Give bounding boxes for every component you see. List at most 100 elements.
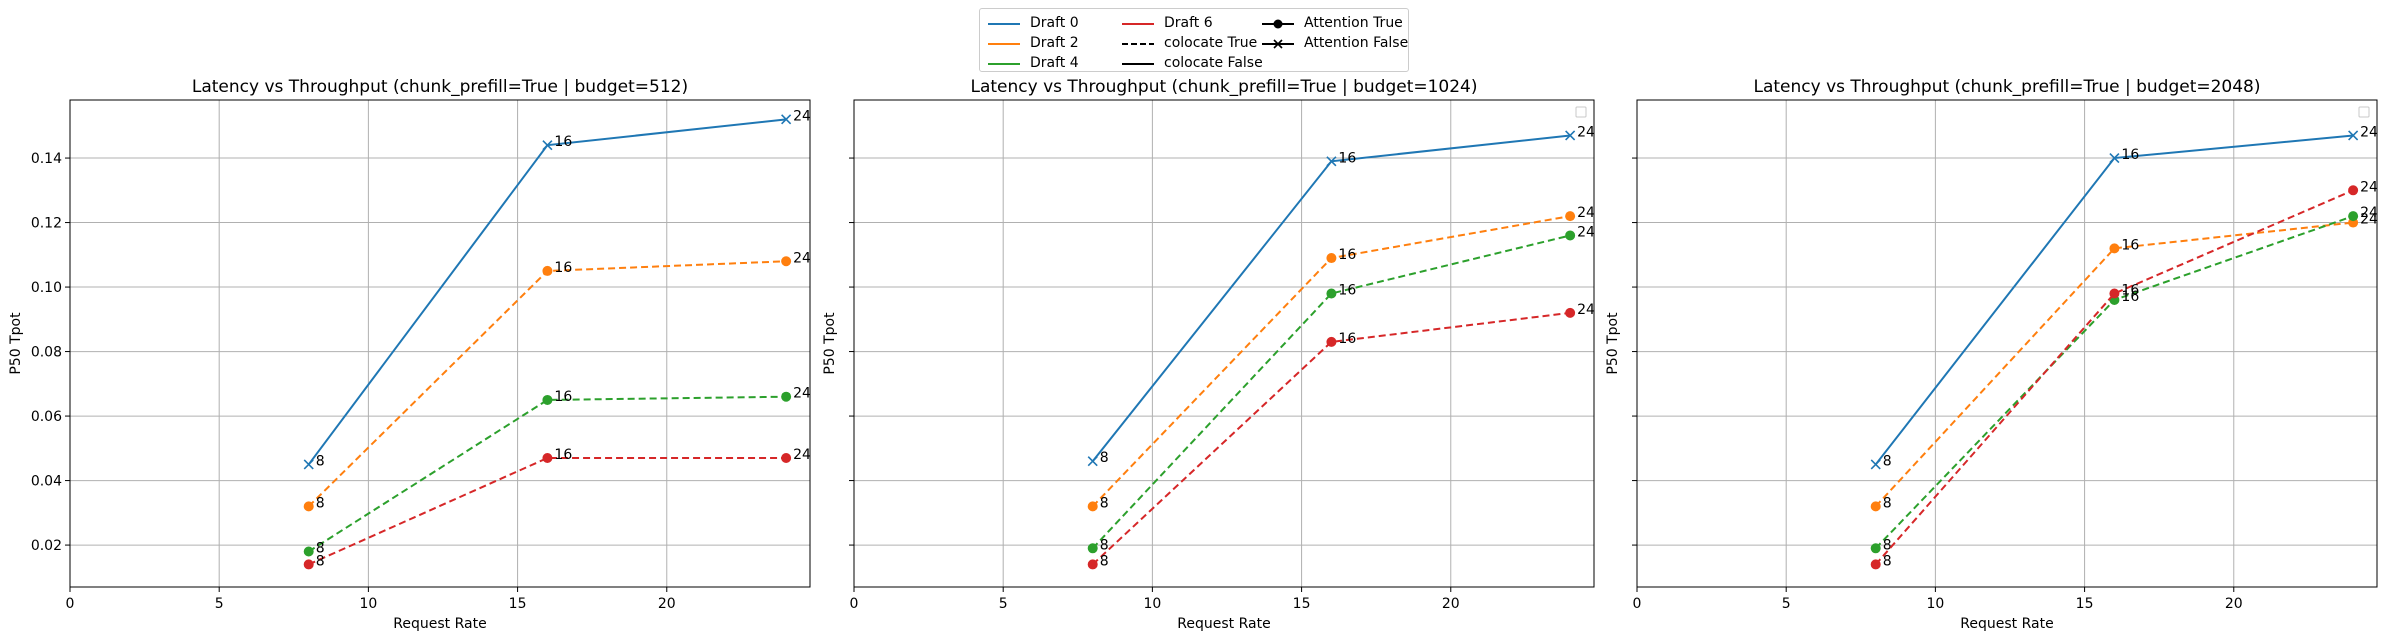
- x-tick-label: 10: [359, 596, 377, 612]
- data-point: [2348, 130, 2359, 141]
- data-label: 8: [316, 495, 325, 511]
- x-axis-label: Request Rate: [1177, 616, 1270, 632]
- x-tick-label: 5: [215, 596, 224, 612]
- series-draft-4: 8 16 24: [1087, 224, 1595, 554]
- data-label: 24: [793, 108, 811, 124]
- data-point: [303, 459, 314, 470]
- data-point: [1565, 307, 1576, 318]
- series-line: [308, 456, 787, 566]
- data-label: 8: [316, 553, 325, 569]
- data-label: 24: [793, 447, 811, 463]
- legend-swatch-draft-6: [1122, 23, 1154, 25]
- data-label: 16: [1338, 283, 1356, 299]
- axes-frame: [853, 99, 1595, 588]
- data-point: [2109, 288, 2120, 299]
- series-draft-6: 8 16 24: [1870, 179, 2378, 570]
- data-label: 8: [1100, 495, 1109, 511]
- data-label: 8: [1883, 537, 1892, 553]
- data-label: 8: [316, 541, 325, 557]
- legend-swatch-colocate-true: [1122, 43, 1154, 45]
- y-tick-label: 0.08: [31, 345, 62, 361]
- series-draft-4: 8 16 24: [1870, 205, 2378, 554]
- subplot-title: Latency vs Throughput (chunk_prefill=Tru…: [192, 77, 688, 97]
- data-label: 24: [793, 250, 811, 266]
- subplot-title: Latency vs Throughput (chunk_prefill=Tru…: [970, 77, 1477, 97]
- y-axis-label: P50 Tpot: [1605, 312, 1621, 375]
- series-line: [1874, 189, 2354, 566]
- data-label: 8: [1883, 453, 1892, 469]
- x-tick-label: 15: [509, 596, 527, 612]
- x-tick-label: 15: [1293, 596, 1311, 612]
- series-draft-0: 8 16 24: [303, 108, 811, 470]
- series-line: [1092, 311, 1571, 566]
- data-label: 16: [2121, 283, 2139, 299]
- legend-label: colocate False: [1164, 55, 1263, 71]
- series-draft-4: 8 16 24: [303, 386, 811, 557]
- y-tick-label: 0.14: [31, 151, 62, 167]
- data-point: [1870, 501, 1881, 512]
- x-tick-label: 10: [1143, 596, 1161, 612]
- data-point: [303, 546, 314, 557]
- figure-legend: Draft 0 Draft 2 Draft 4 Draft 6 colocate…: [979, 8, 1409, 72]
- x-tick-label: 20: [2225, 596, 2243, 612]
- data-label: 8: [316, 453, 325, 469]
- data-label: 24: [1577, 224, 1595, 240]
- x-tick-label: 0: [1633, 596, 1642, 612]
- data-point: [1087, 501, 1098, 512]
- legend-label: Draft 2: [1030, 35, 1079, 51]
- legend-swatch-attention-true: [1262, 19, 1294, 29]
- data-label: 16: [554, 134, 572, 150]
- data-label: 16: [2121, 237, 2139, 253]
- series-line: [308, 395, 787, 553]
- data-label: 16: [1338, 247, 1356, 263]
- legend-swatch-draft-2: [988, 43, 1020, 45]
- x-tick-label: 5: [999, 596, 1008, 612]
- data-label: 16: [2121, 147, 2139, 163]
- data-label: 8: [1100, 553, 1109, 569]
- data-label: 24: [2360, 124, 2378, 140]
- subplot-3: 0 5 10 15 20 8 16 24 8 16 24 8 16 24 8 16 24 Latency vs T…: [1605, 77, 2378, 632]
- series-draft-6: 8 16 24: [1087, 302, 1595, 570]
- series-draft-2: 8 16 24: [1087, 205, 1595, 512]
- data-label: 16: [2121, 289, 2139, 305]
- series-line: [308, 260, 787, 508]
- legend-label: Attention True: [1304, 15, 1403, 31]
- series-line: [1874, 221, 2354, 508]
- series-draft-6: 8 16 24: [303, 447, 811, 570]
- data-point: [303, 559, 314, 570]
- data-point: [1565, 211, 1576, 222]
- legend-label: Draft 6: [1164, 15, 1213, 31]
- data-point: [781, 256, 792, 267]
- x-tick-label: 0: [850, 596, 859, 612]
- y-tick-label: 0.06: [31, 409, 62, 425]
- x-tick-label: 20: [1442, 596, 1460, 612]
- data-point: [781, 114, 792, 125]
- series-draft-0: 8 16 24: [1870, 124, 2378, 470]
- data-point: [1565, 130, 1576, 141]
- axes-frame: [1636, 99, 2378, 588]
- data-point: [781, 391, 792, 402]
- legend-label: Attention False: [1304, 35, 1409, 51]
- data-point: [2348, 185, 2359, 196]
- x-tick-label: 5: [1782, 596, 1791, 612]
- data-label: 16: [554, 389, 572, 405]
- data-point: [1326, 253, 1337, 264]
- subplot-2: 0 5 10 15 20 8 16 24 8 16 24 8 16 24 8 16 24 Latency vs T…: [822, 77, 1595, 632]
- data-point: [2109, 152, 2120, 164]
- data-point: [1870, 559, 1881, 570]
- legend-label: Draft 4: [1030, 55, 1079, 71]
- data-label: 24: [1577, 302, 1595, 318]
- y-tick-label: 0.12: [31, 216, 62, 232]
- series-line: [1874, 215, 2354, 549]
- y-axis-label: P50 Tpot: [8, 312, 24, 375]
- data-point: [542, 265, 553, 276]
- data-label: 8: [1883, 495, 1892, 511]
- data-point: [2109, 243, 2120, 254]
- data-point: [1087, 559, 1098, 570]
- x-tick-label: 20: [658, 596, 676, 612]
- series-draft-0: 8 16 24: [1087, 124, 1595, 467]
- data-point: [1326, 336, 1337, 347]
- data-point: [1870, 543, 1881, 554]
